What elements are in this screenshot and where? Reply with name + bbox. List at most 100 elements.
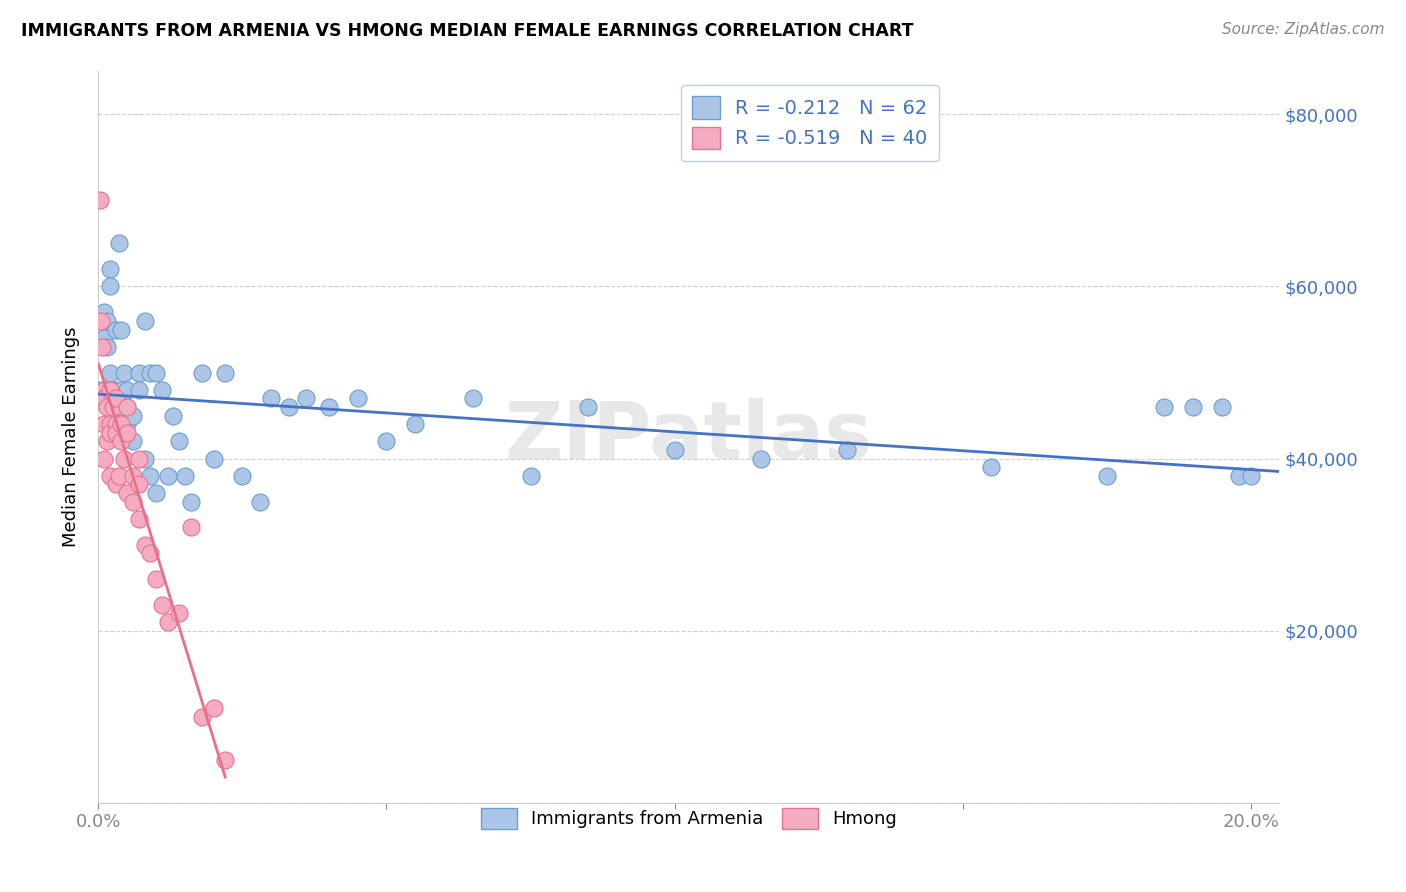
Point — [134, 538, 156, 552]
Point — [1095, 468, 1118, 483]
Point — [202, 451, 225, 466]
Point — [104, 417, 127, 432]
Point — [167, 434, 190, 449]
Point — [104, 392, 127, 406]
Point — [260, 392, 283, 406]
Point — [156, 468, 179, 483]
Point — [461, 392, 484, 406]
Point — [1240, 468, 1263, 483]
Text: ZIPatlas: ZIPatlas — [505, 398, 873, 476]
Point — [576, 400, 599, 414]
Point — [96, 400, 118, 414]
Point — [122, 409, 145, 423]
Point — [122, 434, 145, 449]
Point — [107, 468, 129, 483]
Point — [110, 383, 132, 397]
Point — [112, 451, 135, 466]
Point — [122, 494, 145, 508]
Point — [375, 434, 398, 449]
Point — [98, 366, 121, 380]
Point — [128, 477, 150, 491]
Point — [96, 340, 118, 354]
Point — [519, 468, 541, 483]
Point — [162, 409, 184, 423]
Point — [249, 494, 271, 508]
Point — [115, 400, 138, 414]
Point — [346, 392, 368, 406]
Point — [96, 434, 118, 449]
Point — [128, 383, 150, 397]
Point — [277, 400, 299, 414]
Point — [664, 442, 686, 457]
Point — [104, 425, 127, 440]
Point — [139, 546, 162, 560]
Point — [101, 400, 124, 414]
Point — [110, 417, 132, 432]
Point — [214, 753, 236, 767]
Point — [191, 366, 214, 380]
Point — [231, 468, 253, 483]
Point — [110, 434, 132, 449]
Point — [115, 383, 138, 397]
Point — [318, 400, 340, 414]
Point — [128, 366, 150, 380]
Point — [93, 417, 115, 432]
Point — [98, 262, 121, 277]
Point — [145, 572, 167, 586]
Point — [93, 451, 115, 466]
Point — [1227, 468, 1250, 483]
Point — [1211, 400, 1233, 414]
Point — [104, 477, 127, 491]
Point — [101, 400, 124, 414]
Point — [837, 442, 859, 457]
Point — [93, 331, 115, 345]
Point — [104, 417, 127, 432]
Point — [98, 383, 121, 397]
Point — [112, 366, 135, 380]
Point — [110, 400, 132, 414]
Point — [404, 417, 426, 432]
Point — [110, 322, 132, 336]
Point — [150, 598, 173, 612]
Point — [98, 425, 121, 440]
Point — [1182, 400, 1205, 414]
Point — [191, 710, 214, 724]
Legend: Immigrants from Armenia, Hmong: Immigrants from Armenia, Hmong — [472, 798, 905, 838]
Point — [128, 451, 150, 466]
Point — [104, 383, 127, 397]
Y-axis label: Median Female Earnings: Median Female Earnings — [62, 326, 80, 548]
Point — [122, 468, 145, 483]
Text: Source: ZipAtlas.com: Source: ZipAtlas.com — [1222, 22, 1385, 37]
Point — [104, 322, 127, 336]
Point — [180, 494, 202, 508]
Point — [150, 383, 173, 397]
Point — [128, 512, 150, 526]
Point — [1153, 400, 1175, 414]
Point — [93, 383, 115, 397]
Point — [139, 468, 162, 483]
Point — [180, 520, 202, 534]
Point — [980, 460, 1002, 475]
Point — [90, 314, 112, 328]
Point — [91, 340, 114, 354]
Point — [93, 305, 115, 319]
Point — [89, 194, 111, 208]
Point — [134, 314, 156, 328]
Point — [115, 417, 138, 432]
Point — [167, 607, 190, 621]
Point — [96, 314, 118, 328]
Point — [156, 615, 179, 629]
Point — [202, 701, 225, 715]
Point — [145, 486, 167, 500]
Point — [93, 392, 115, 406]
Point — [115, 486, 138, 500]
Point — [295, 392, 318, 406]
Point — [214, 366, 236, 380]
Point — [134, 451, 156, 466]
Point — [98, 279, 121, 293]
Point — [98, 417, 121, 432]
Point — [145, 366, 167, 380]
Point — [139, 366, 162, 380]
Point — [173, 468, 195, 483]
Point — [115, 425, 138, 440]
